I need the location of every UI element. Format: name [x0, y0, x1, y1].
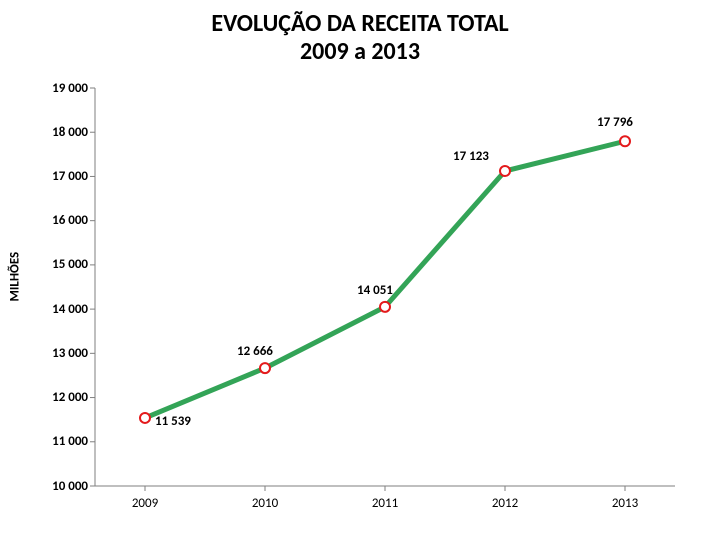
line-chart [0, 0, 720, 540]
data-marker [380, 302, 390, 312]
data-marker [500, 166, 510, 176]
data-marker [260, 363, 270, 373]
data-marker [620, 136, 630, 146]
data-marker [140, 413, 150, 423]
